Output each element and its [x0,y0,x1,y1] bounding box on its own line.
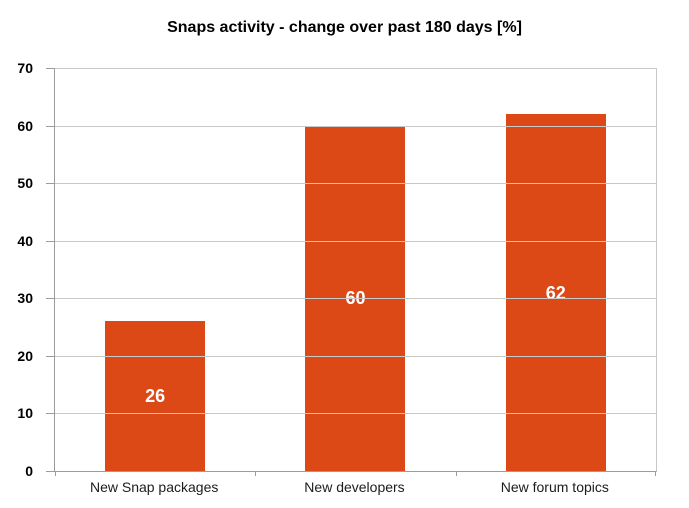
y-axis-labels: 0 10 20 30 40 50 60 70 [0,61,45,478]
x-axis-tick [455,472,457,476]
y-axis-tick [46,240,55,242]
y-axis-tick [46,125,55,127]
gridline [55,183,656,185]
y-axis-tick-label: 70 [17,60,33,76]
bar: 26 [105,321,206,471]
x-axis-tick [655,472,656,476]
bar-segments: 26 60 62 [55,68,656,471]
category-label: New forum topics [500,479,609,495]
bar: 62 [505,114,606,471]
category-label: New Snap packages [89,479,219,495]
y-axis-tick-label: 10 [17,405,33,422]
y-axis-tick [46,298,55,300]
y-axis-tick [46,355,55,357]
y-axis-tick-label: 0 [25,463,33,479]
y-axis-tick-label: 20 [17,347,33,364]
category-label: New developers [304,479,405,495]
bar-segment: 60 [255,68,455,471]
y-axis-tick [46,413,55,415]
gridline [55,68,656,69]
gridline [55,298,656,300]
y-axis-tick [46,471,55,472]
x-axis-tick [255,472,257,476]
bar-segment: 26 [55,68,255,471]
y-axis-tick [46,183,55,185]
bar-segment: 62 [456,68,656,471]
gridline [55,125,656,127]
y-axis-tick-label: 40 [17,232,33,249]
bar-value-label: 26 [145,386,166,407]
gridline [55,355,656,357]
bar-value-label: 62 [545,282,566,303]
x-axis-tick [55,472,56,476]
y-axis-tick [46,68,55,69]
y-axis-tick-label: 30 [17,290,33,307]
y-axis-tick-label: 60 [17,117,33,134]
gridline [55,240,656,242]
chart-title: Snaps activity - change over past 180 da… [167,19,522,36]
gridline [55,413,656,415]
x-axis-labels: New Snap packages New developers New forum… [54,472,655,495]
y-axis-tick-label: 50 [17,175,33,192]
plot-area: 26 60 62 [46,68,657,476]
